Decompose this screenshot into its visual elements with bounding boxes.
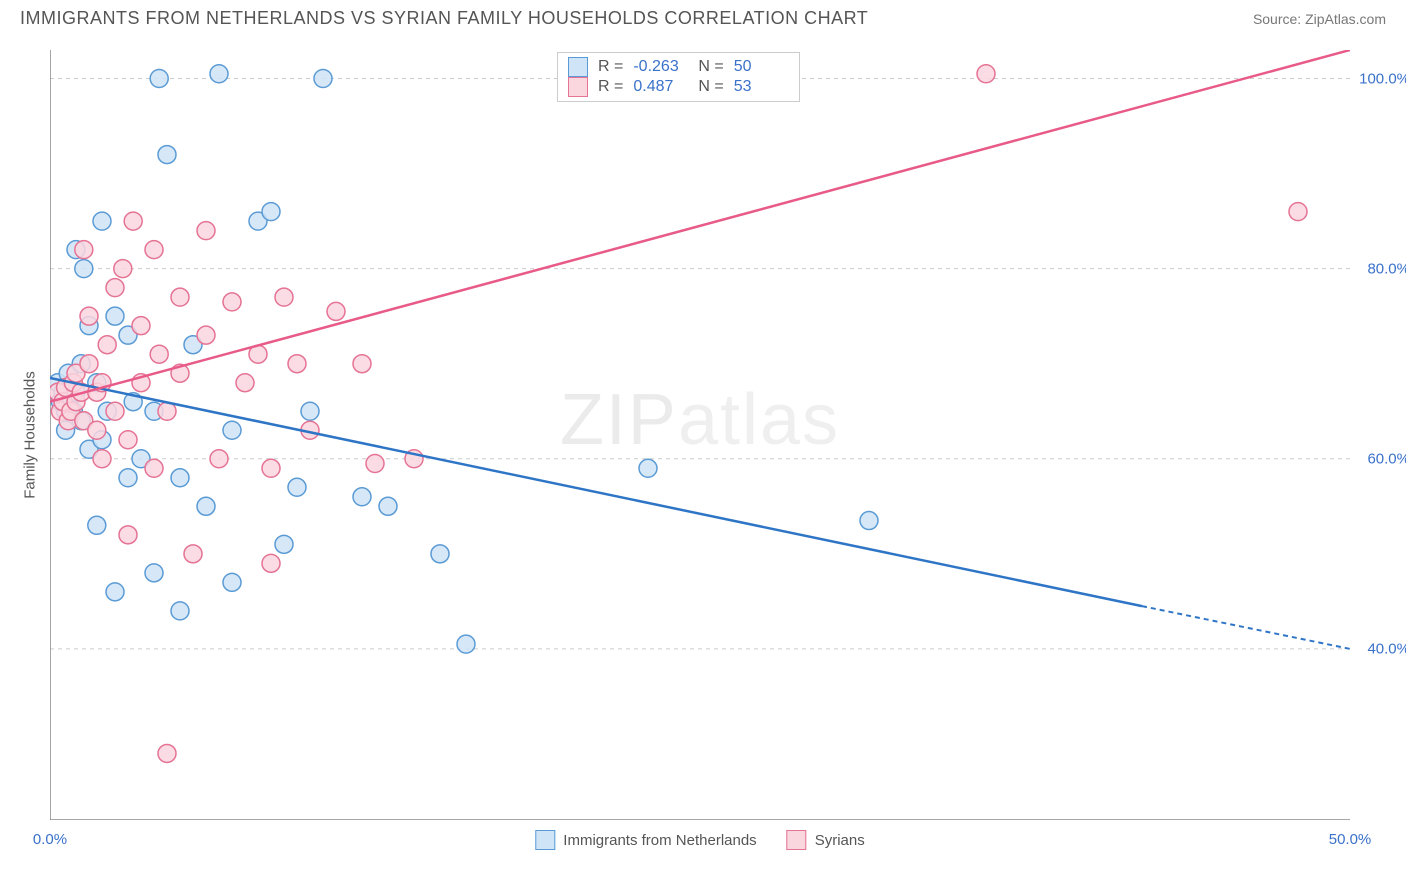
- header: IMMIGRANTS FROM NETHERLANDS VS SYRIAN FA…: [0, 0, 1406, 29]
- xtick-label: 50.0%: [1329, 831, 1372, 848]
- legend-row-2: R = 0.487 N = 53: [568, 77, 789, 97]
- ytick-label: 60.0%: [1367, 450, 1406, 467]
- source-label: Source: ZipAtlas.com: [1253, 11, 1386, 27]
- ytick-label: 80.0%: [1367, 260, 1406, 277]
- n-label: N =: [698, 78, 723, 96]
- legend-label-2: Syrians: [815, 832, 865, 849]
- ytick-label: 100.0%: [1359, 70, 1406, 87]
- r-label: R =: [598, 58, 623, 76]
- ytick-label: 40.0%: [1367, 640, 1406, 657]
- scatter-plot: [50, 50, 1350, 820]
- n-label: N =: [698, 58, 723, 76]
- correlation-legend: R = -0.263 N = 50 R = 0.487 N = 53: [557, 52, 800, 102]
- r-value-1: -0.263: [633, 58, 688, 76]
- legend-swatch-icon: [535, 830, 555, 850]
- r-value-2: 0.487: [633, 78, 688, 96]
- legend-swatch-2: [568, 77, 588, 97]
- legend-item-1: Immigrants from Netherlands: [535, 830, 756, 850]
- legend-swatch-icon: [787, 830, 807, 850]
- r-label: R =: [598, 78, 623, 96]
- chart-title: IMMIGRANTS FROM NETHERLANDS VS SYRIAN FA…: [20, 8, 868, 29]
- y-axis-label: Family Households: [22, 371, 39, 499]
- xtick-label: 0.0%: [33, 831, 67, 848]
- n-value-1: 50: [734, 58, 789, 76]
- legend-swatch-1: [568, 57, 588, 77]
- bottom-legend: Immigrants from Netherlands Syrians: [535, 830, 864, 850]
- legend-row-1: R = -0.263 N = 50: [568, 57, 789, 77]
- n-value-2: 53: [734, 78, 789, 96]
- chart-area: Family Households ZIPatlas R = -0.263 N …: [50, 50, 1350, 820]
- legend-item-2: Syrians: [787, 830, 865, 850]
- legend-label-1: Immigrants from Netherlands: [563, 832, 756, 849]
